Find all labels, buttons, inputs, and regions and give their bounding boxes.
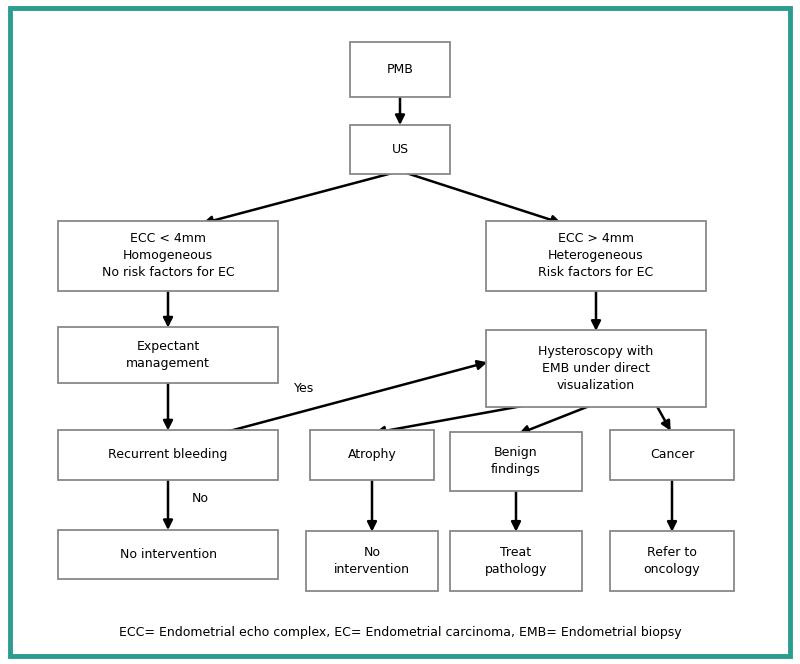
FancyBboxPatch shape	[350, 42, 450, 97]
FancyBboxPatch shape	[610, 430, 734, 479]
Text: ECC > 4mm
Heterogeneous
Risk factors for EC: ECC > 4mm Heterogeneous Risk factors for…	[538, 232, 654, 279]
FancyBboxPatch shape	[58, 327, 278, 383]
Text: Hysteroscopy with
EMB under direct
visualization: Hysteroscopy with EMB under direct visua…	[538, 345, 654, 392]
FancyBboxPatch shape	[350, 125, 450, 174]
FancyBboxPatch shape	[610, 531, 734, 591]
FancyBboxPatch shape	[450, 432, 582, 491]
Text: No
intervention: No intervention	[334, 546, 410, 576]
Text: Yes: Yes	[294, 382, 314, 395]
FancyBboxPatch shape	[450, 531, 582, 591]
Text: Refer to
oncology: Refer to oncology	[644, 546, 700, 576]
FancyBboxPatch shape	[58, 530, 278, 579]
Text: Cancer: Cancer	[650, 448, 694, 461]
Text: Treat
pathology: Treat pathology	[485, 546, 547, 576]
Text: Recurrent bleeding: Recurrent bleeding	[108, 448, 228, 461]
Text: No intervention: No intervention	[119, 548, 217, 561]
FancyBboxPatch shape	[486, 220, 706, 291]
FancyBboxPatch shape	[306, 531, 438, 591]
Text: Expectant
management: Expectant management	[126, 340, 210, 371]
Text: No: No	[192, 491, 209, 505]
Text: Benign
findings: Benign findings	[491, 446, 541, 477]
Text: US: US	[391, 143, 409, 156]
FancyBboxPatch shape	[58, 430, 278, 479]
Text: PMB: PMB	[386, 63, 414, 76]
Text: ECC= Endometrial echo complex, EC= Endometrial carcinoma, EMB= Endometrial biops: ECC= Endometrial echo complex, EC= Endom…	[118, 625, 682, 639]
FancyBboxPatch shape	[58, 220, 278, 291]
FancyBboxPatch shape	[486, 331, 706, 406]
Text: ECC < 4mm
Homogeneous
No risk factors for EC: ECC < 4mm Homogeneous No risk factors fo…	[102, 232, 234, 279]
Text: Atrophy: Atrophy	[348, 448, 396, 461]
FancyBboxPatch shape	[310, 430, 434, 479]
